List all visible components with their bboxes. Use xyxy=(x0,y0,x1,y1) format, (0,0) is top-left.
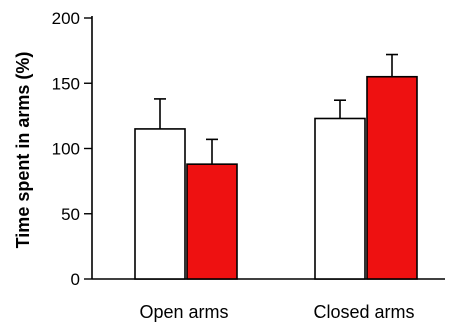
bar xyxy=(134,128,186,280)
bar xyxy=(186,163,238,280)
y-tick-label: 150 xyxy=(52,74,80,93)
y-tick-label: 50 xyxy=(61,205,80,224)
category-label: Closed arms xyxy=(313,302,414,322)
y-tick-label: 0 xyxy=(71,270,80,289)
bars xyxy=(134,75,418,280)
bar xyxy=(314,117,366,280)
y-tick-label: 100 xyxy=(52,140,80,159)
bar xyxy=(366,75,418,280)
y-axis-title: Time spent in arms (%) xyxy=(13,52,33,249)
category-labels: Open arms Closed arms xyxy=(139,302,414,322)
y-axis-title-group: Time spent in arms (%) xyxy=(13,52,33,249)
y-axis-ticks: 0 50 100 150 200 xyxy=(52,9,92,289)
y-tick-label: 200 xyxy=(52,9,80,28)
error-bars xyxy=(154,53,398,165)
category-label: Open arms xyxy=(139,302,228,322)
